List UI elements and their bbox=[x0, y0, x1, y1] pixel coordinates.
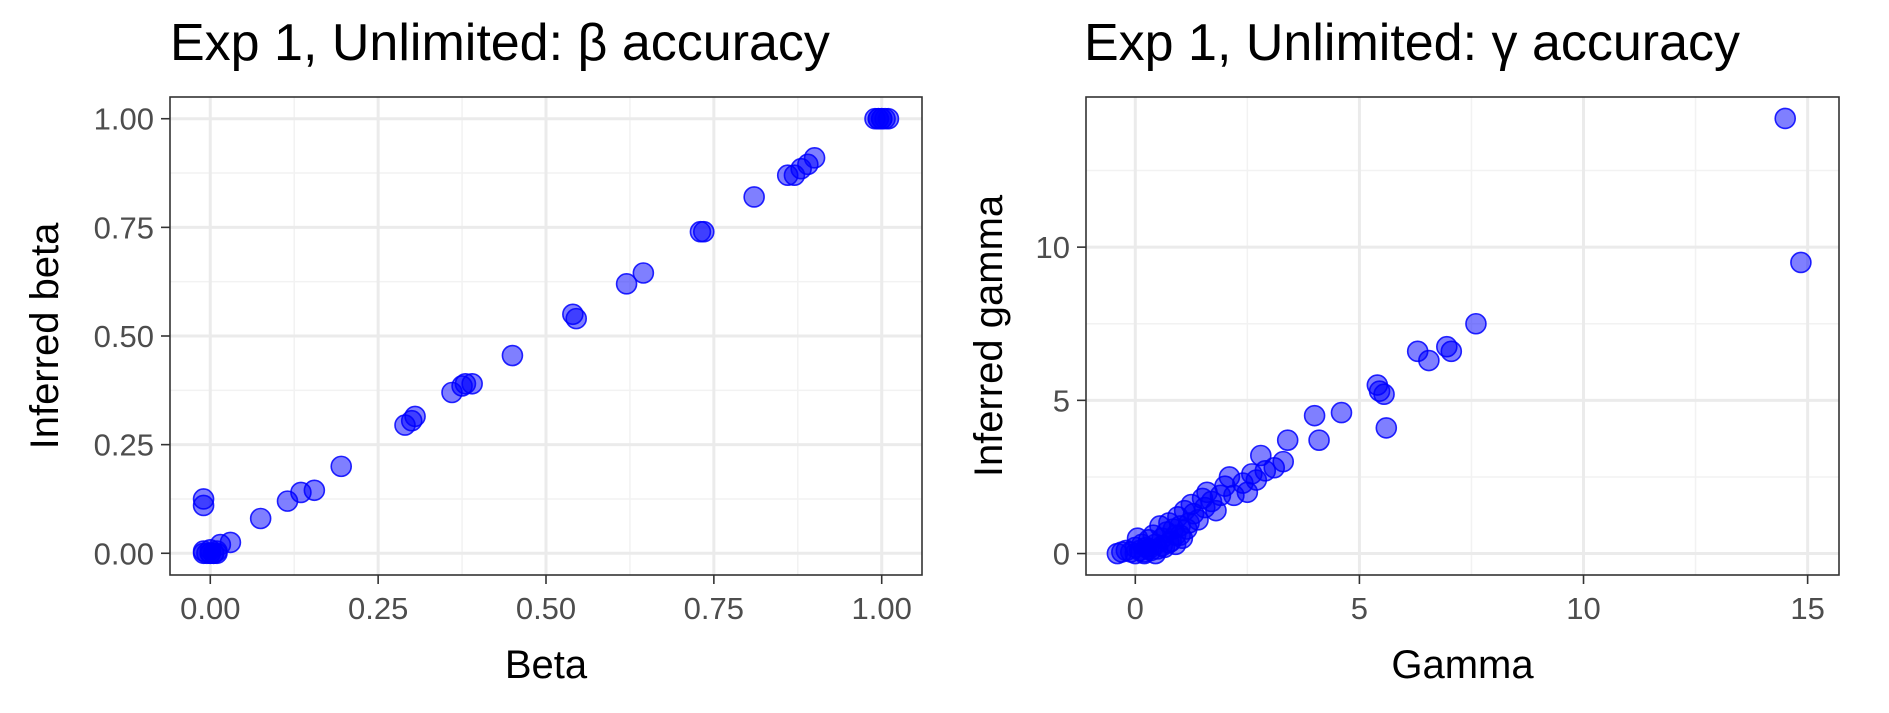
gamma-data-point bbox=[1272, 450, 1295, 473]
gamma-data-point bbox=[1176, 518, 1198, 540]
beta-data-point bbox=[192, 488, 215, 510]
beta-data-point bbox=[303, 479, 326, 502]
beta-data-point bbox=[501, 344, 524, 367]
gamma-accuracy-panel: 0 5 10 15 0 5 10 Exp 1, Unlimited: γ accuracy Ga… bbox=[967, 14, 1840, 687]
beta-y-tick-label: 0.00 bbox=[94, 536, 154, 571]
gamma-y-tick-label: 5 bbox=[1053, 383, 1070, 418]
gamma-data-point bbox=[1330, 401, 1353, 424]
beta-y-tick-label: 0.25 bbox=[94, 428, 154, 463]
beta-y-tick-label: 0.50 bbox=[94, 319, 154, 354]
gamma-x-axis-label: Gamma bbox=[1391, 643, 1534, 687]
gamma-x-tick-label: 0 bbox=[1127, 591, 1144, 626]
gamma-data-point bbox=[1308, 429, 1330, 451]
beta-data-point bbox=[870, 107, 893, 130]
gamma-panel-border bbox=[1085, 96, 1840, 576]
beta-data-point bbox=[249, 507, 272, 530]
beta-data-point bbox=[330, 455, 353, 478]
beta-x-tick-label: 0.25 bbox=[348, 591, 408, 626]
beta-data-point bbox=[404, 405, 426, 428]
beta-data-point bbox=[632, 262, 655, 284]
beta-points bbox=[192, 107, 900, 565]
beta-y-tick-label: 0.75 bbox=[94, 210, 154, 245]
beta-accuracy-panel: 0.00 0.25 0.50 0.75 1.00 0.00 0.25 0.50 0.75 1.00… bbox=[23, 14, 923, 687]
beta-data-point bbox=[219, 531, 242, 554]
gamma-data-point bbox=[1303, 404, 1326, 427]
gamma-y-axis-label: Inferred gamma bbox=[967, 194, 1011, 477]
beta-data-point bbox=[565, 307, 588, 330]
beta-data-point bbox=[461, 372, 483, 395]
gamma-points bbox=[1106, 107, 1812, 565]
beta-x-tick-label: 0.75 bbox=[684, 591, 744, 626]
beta-y-axis-label: Inferred beta bbox=[23, 222, 67, 450]
gamma-chart-title: Exp 1, Unlimited: γ accuracy bbox=[1084, 14, 1740, 72]
gamma-data-point bbox=[1465, 312, 1487, 335]
beta-x-tick-label: 1.00 bbox=[852, 591, 912, 626]
beta-panel-border bbox=[169, 96, 923, 576]
gamma-data-point bbox=[1790, 251, 1812, 274]
gamma-data-point bbox=[1373, 383, 1395, 406]
beta-y-tick-label: 1.00 bbox=[94, 102, 154, 137]
gamma-data-point bbox=[1375, 417, 1398, 439]
beta-data-point bbox=[743, 186, 765, 208]
gamma-y-tick-label: 0 bbox=[1053, 537, 1070, 572]
gamma-data-point bbox=[1276, 429, 1299, 451]
gamma-data-point bbox=[1440, 340, 1463, 363]
gamma-y-tick-label: 10 bbox=[1036, 230, 1070, 265]
gamma-data-point bbox=[1418, 349, 1440, 372]
beta-chart-title: Exp 1, Unlimited: β accuracy bbox=[170, 14, 830, 72]
gamma-x-tick-label: 5 bbox=[1351, 591, 1368, 626]
beta-data-point bbox=[803, 147, 826, 169]
gamma-data-point bbox=[1774, 107, 1797, 130]
gamma-x-tick-label: 15 bbox=[1790, 591, 1824, 626]
beta-data-point bbox=[615, 273, 638, 295]
beta-x-axis-label: Beta bbox=[505, 643, 588, 687]
gamma-x-tick-label: 10 bbox=[1566, 591, 1600, 626]
beta-x-tick-label: 0.00 bbox=[180, 591, 240, 626]
beta-data-point bbox=[692, 220, 715, 243]
beta-x-tick-label: 0.50 bbox=[516, 591, 576, 626]
